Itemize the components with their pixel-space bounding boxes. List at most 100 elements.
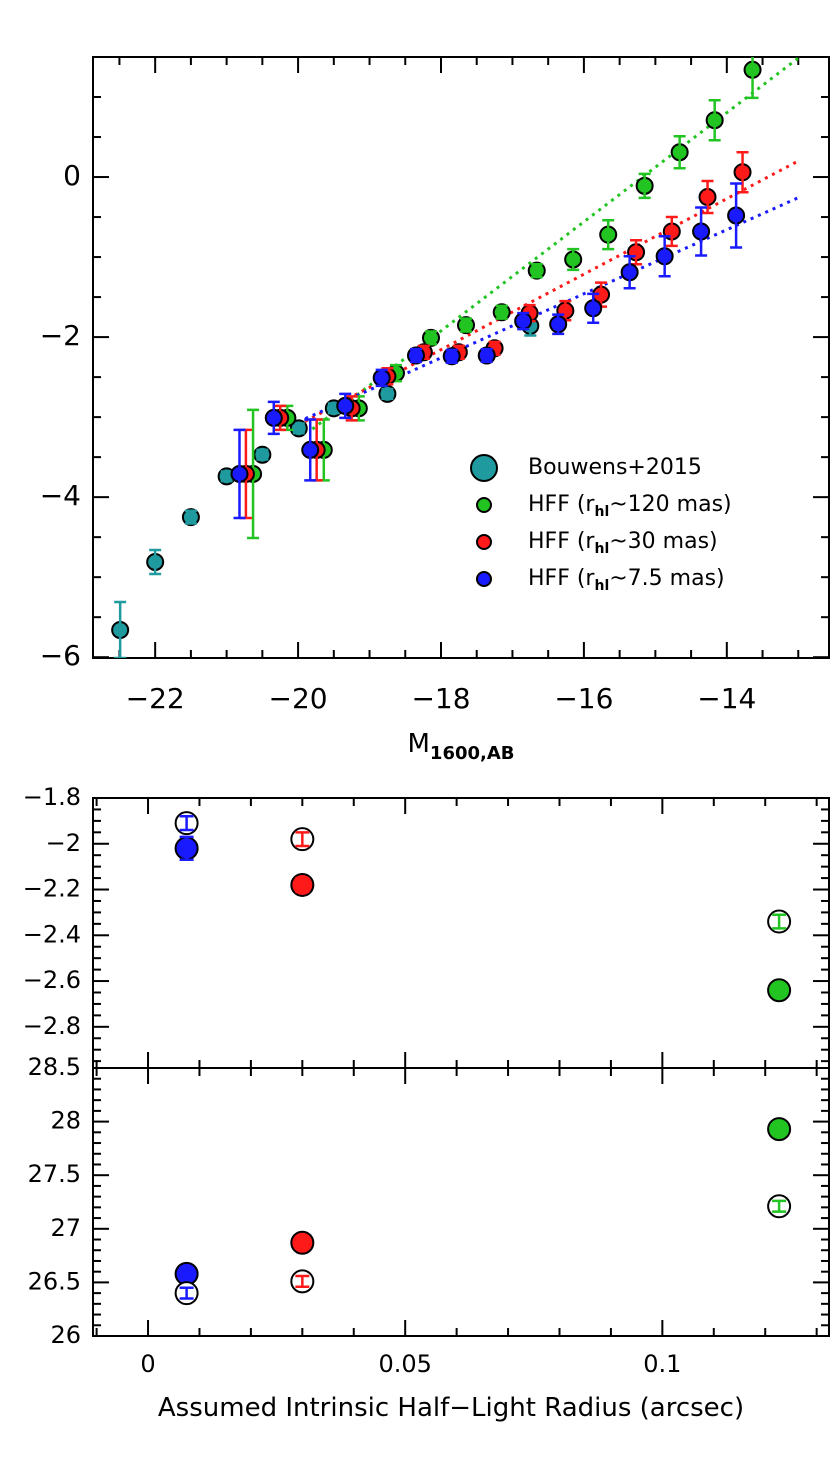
error-bar: [708, 98, 721, 142]
frame: [92, 1067, 830, 1337]
error-bar: [623, 255, 636, 290]
plot-area: [174, 1117, 792, 1306]
error-bar: [304, 418, 317, 482]
legend-label: Bouwens+2015: [528, 455, 702, 480]
legend-text: HFF (r: [528, 529, 595, 554]
y-tick-label: 28: [50, 1107, 81, 1135]
legend-text: ~120 mas): [609, 492, 731, 517]
panel: −22 −20 −18 −16 −14−6−4−20M1600,ABBouwens+20…: [40, 56, 830, 765]
error-bar: [445, 348, 458, 364]
y-tick-label: 0: [63, 159, 81, 192]
legend-sub: hl: [594, 541, 609, 557]
error-bar: [772, 1199, 787, 1213]
error-bar: [184, 509, 197, 525]
error-bar: [409, 347, 422, 364]
error-bar: [292, 422, 305, 435]
x-tick-label: 0: [140, 1350, 155, 1378]
y-tick-label: 28.5: [28, 1053, 81, 1081]
x-tick-label: −16: [554, 682, 613, 715]
x-axis-title-main: M: [407, 729, 429, 759]
error-bar: [256, 448, 269, 461]
error-bar: [701, 179, 714, 215]
legend-sub: hl: [594, 578, 609, 594]
legend-sub: hl: [594, 504, 609, 520]
error-bar: [495, 304, 508, 320]
frame: [92, 797, 830, 1069]
error-bar: [530, 263, 543, 279]
x-tick-label: −18: [411, 682, 470, 715]
y-tick-label: 26.5: [28, 1267, 81, 1295]
y-tick-label: 27.5: [28, 1160, 81, 1188]
data-point: [767, 1117, 792, 1142]
legend-label: HFF (rhl~30 mas): [528, 529, 718, 557]
error-bar: [746, 57, 759, 100]
error-bar: [638, 172, 651, 200]
plot-area: [111, 57, 801, 658]
error-bar: [295, 876, 310, 894]
error-bar: [179, 815, 194, 832]
legend-marker: [470, 454, 498, 482]
y-tick-label: −2.4: [23, 920, 81, 948]
y-tick-label: −2.6: [23, 966, 81, 994]
legend-text: HFF (r: [528, 566, 595, 591]
plot-area: [174, 811, 792, 1003]
error-bar: [673, 134, 686, 170]
legend-text: Bouwens+2015: [528, 455, 702, 480]
data-point: [767, 978, 792, 1003]
y-tick-label: −6: [40, 639, 81, 672]
x-axis-title: M1600,AB: [407, 729, 514, 765]
y-tick-label: −4: [40, 479, 81, 512]
error-bar: [220, 470, 233, 483]
error-bar: [179, 835, 194, 862]
y-tick-label: 26: [50, 1321, 81, 1349]
x-tick-label: 0.1: [643, 1350, 681, 1378]
legend-label: HFF (rhl~7.5 mas): [528, 566, 725, 594]
legend-marker: [476, 571, 492, 587]
legend-text: HFF (r: [528, 492, 595, 517]
fit-line: [297, 195, 801, 424]
frame: [92, 56, 830, 659]
x-tick-label: −14: [697, 682, 756, 715]
fit-line: [297, 158, 801, 427]
error-bar: [658, 235, 671, 278]
y-tick-label: −2.8: [23, 1012, 81, 1040]
panel: 0 0.05 0.1 26 26.5 27 27.5 28 28.5 Assumed Intrin…: [28, 1053, 830, 1423]
error-bar: [736, 150, 749, 194]
y-tick-label: −2.2: [23, 875, 81, 903]
x-tick-label: −22: [126, 682, 185, 715]
x-axis-title-sub: 1600,AB: [430, 743, 515, 764]
error-bar: [587, 292, 600, 324]
error-bar: [552, 313, 565, 336]
error-bar: [233, 428, 246, 520]
error-bar: [695, 206, 708, 257]
error-bar: [517, 311, 530, 331]
error-bar: [567, 247, 580, 272]
error-bar: [375, 368, 388, 388]
x-axis-title: Assumed Intrinsic Half−Light Radius (arc…: [158, 1393, 744, 1423]
legend-label: HFF (rhl~120 mas): [528, 492, 732, 520]
y-tick-label: −1.8: [23, 783, 81, 811]
x-tick-label: 0.05: [378, 1350, 431, 1378]
error-bar: [460, 317, 473, 333]
error-bar: [480, 347, 493, 364]
error-bar: [179, 1286, 194, 1300]
legend-marker: [476, 497, 492, 513]
legend-text: ~30 mas): [609, 529, 717, 554]
y-tick-label: −2: [40, 319, 81, 352]
error-bar: [267, 400, 280, 436]
error-bar: [381, 387, 394, 400]
y-tick-label: 27: [50, 1214, 81, 1242]
error-bar: [295, 1274, 310, 1288]
legend-marker: [476, 534, 492, 550]
data-point: [290, 1230, 315, 1255]
error-bar: [114, 600, 127, 658]
error-bar: [602, 219, 615, 251]
error-bar: [772, 913, 787, 930]
error-bar: [339, 392, 352, 420]
error-bar: [295, 831, 310, 848]
legend-text: ~7.5 mas): [609, 566, 724, 591]
x-axis-title-main: Assumed Intrinsic Half−Light Radius (arc…: [158, 1393, 744, 1423]
y-tick-label: −2: [46, 829, 81, 857]
error-bar: [730, 182, 743, 249]
